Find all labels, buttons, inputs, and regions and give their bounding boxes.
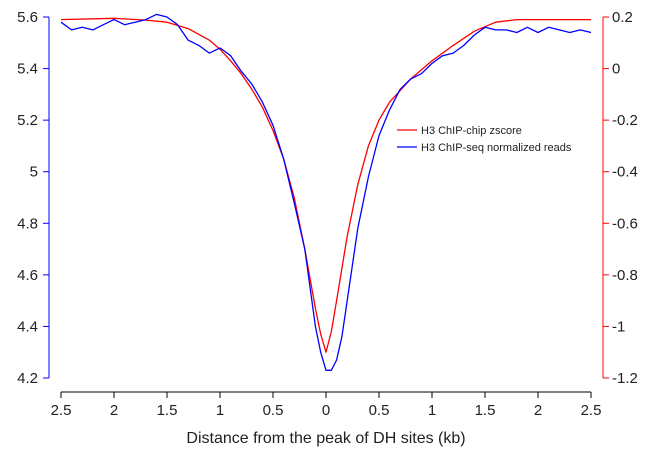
legend-label: H3 ChIP-seq normalized reads — [421, 142, 572, 154]
y-left-tick-label: 5.2 — [17, 112, 38, 129]
y-right-tick-label: 0 — [612, 61, 620, 78]
y-left-tick-label: 5 — [30, 164, 38, 181]
x-tick-label: 0 — [322, 402, 330, 419]
x-tick-label: 2 — [534, 402, 542, 419]
x-tick-label: 2.5 — [51, 402, 72, 419]
y-left-tick-label: 4.4 — [17, 318, 38, 335]
series-layer — [60, 13, 592, 371]
y-left-tick-label: 5.4 — [17, 61, 38, 78]
x-tick-label: 1.5 — [157, 402, 178, 419]
y-left-tick-label: 4.6 — [17, 267, 38, 284]
y-right-tick-label: -0.6 — [612, 215, 638, 232]
x-axis-title: Distance from the peak of DH sites (kb) — [186, 430, 465, 447]
y-left-tick-label: 5.6 — [17, 9, 38, 26]
x-tick-label: 1 — [216, 402, 224, 419]
y-axis-left: 4.2 4.4 4.6 4.8 5 5.2 5.4 5.6 — [17, 9, 50, 387]
y-axis-right: -1.2 -1 -0.8 -0.6 -0.4 -0.2 0 0.2 — [602, 9, 638, 387]
legend-label: H3 ChIP-chip zscore — [421, 125, 522, 137]
y-right-tick-label: -1 — [612, 318, 625, 335]
series-line-h3-chip-chip-zscore — [60, 17, 591, 353]
series-line-h3-chip-seq-normalized-reads — [60, 13, 592, 371]
y-left-tick-label: 4.2 — [17, 370, 38, 387]
y-right-tick-label: -0.4 — [612, 164, 638, 181]
y-right-tick-label: -0.8 — [612, 267, 638, 284]
x-tick-label: 1.5 — [475, 402, 496, 419]
x-tick-label: 2 — [110, 402, 118, 419]
x-axis: 2.5 2 1.5 1 0.5 0 0.5 1 1.5 2 2.5 — [51, 391, 602, 419]
x-tick-label: 0.5 — [369, 402, 390, 419]
x-tick-label: 2.5 — [581, 402, 602, 419]
y-right-tick-label: -1.2 — [612, 370, 638, 387]
y-left-tick-label: 4.8 — [17, 215, 38, 232]
legend: H3 ChIP-chip zscore H3 ChIP-seq normalize… — [397, 125, 572, 154]
x-tick-label: 0.5 — [263, 402, 284, 419]
y-right-tick-label: -0.2 — [612, 112, 638, 129]
y-right-tick-label: 0.2 — [612, 9, 633, 26]
x-tick-label: 1 — [428, 402, 436, 419]
